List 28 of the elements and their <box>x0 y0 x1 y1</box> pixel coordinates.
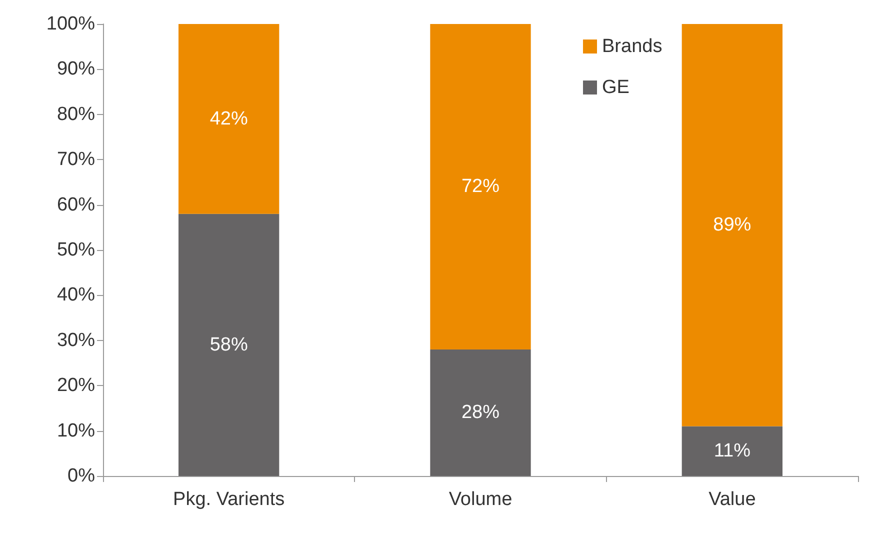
y-tick-label: 80% <box>56 104 96 125</box>
y-tick-label: 0% <box>68 466 96 486</box>
data-label: 11% <box>714 440 751 462</box>
data-label: 42% <box>210 108 248 130</box>
y-tick-label: 60% <box>56 194 96 216</box>
y-tick-label: 70% <box>56 149 96 170</box>
legend-label: GE <box>602 77 630 98</box>
data-label: 89% <box>713 214 752 236</box>
bar <box>178 24 280 214</box>
x-tick-label: Volume <box>448 489 512 510</box>
y-tick-label: 30% <box>56 330 96 351</box>
bar <box>682 24 782 426</box>
legend-label: Brands <box>602 36 662 57</box>
x-tick-label: Value <box>708 489 756 510</box>
bar <box>682 426 782 476</box>
bar <box>178 214 280 476</box>
y-tick-label: 20% <box>56 375 96 396</box>
y-tick-label: 90% <box>56 58 96 80</box>
data-label: 58% <box>210 334 248 356</box>
bar <box>430 349 531 476</box>
y-tick-label: 40% <box>56 284 96 306</box>
y-tick-label: 10% <box>56 420 96 442</box>
bar <box>430 24 531 350</box>
y-tick-label: 50% <box>56 240 96 260</box>
y-tick-label: 100% <box>46 14 96 34</box>
data-label: 28% <box>461 402 500 424</box>
data-label: 72% <box>461 176 500 198</box>
x-tick-label: Pkg. Varients <box>173 489 285 510</box>
